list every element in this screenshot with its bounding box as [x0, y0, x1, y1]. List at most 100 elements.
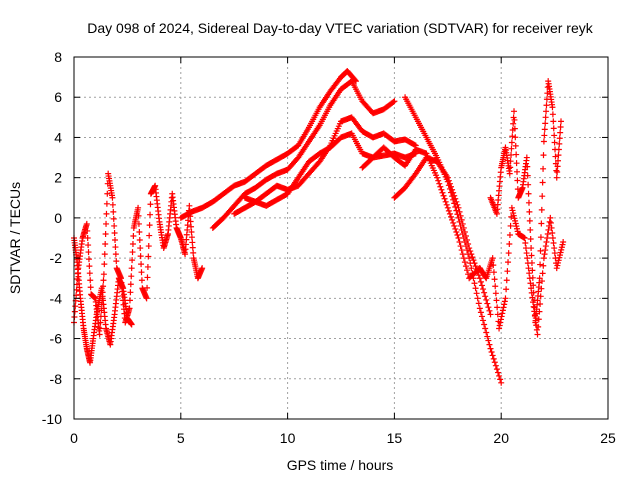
y-tick-label: 0: [54, 210, 62, 226]
data-point-interp: [527, 236, 534, 243]
data-point-interp: [537, 234, 544, 241]
data-point-interp: [460, 255, 467, 262]
data-points: [71, 68, 567, 386]
data-point-interp: [494, 304, 501, 311]
data-point-interp: [490, 355, 497, 362]
data-point-interp: [462, 232, 469, 239]
data-point-interp: [482, 293, 489, 300]
data-point: [487, 345, 494, 352]
data-point-interp: [477, 278, 484, 285]
data-point-interp: [144, 284, 151, 291]
data-point-interp: [435, 177, 442, 184]
data-point: [135, 204, 142, 211]
data-point-interp: [454, 201, 461, 208]
data-point-interp: [513, 223, 520, 230]
data-point-interp: [499, 310, 506, 317]
data-point-interp: [467, 248, 474, 255]
data-point-interp: [556, 135, 563, 142]
data-point-interp: [482, 325, 489, 332]
data-point-interp: [461, 228, 468, 235]
data-point-interp: [471, 260, 478, 267]
data-point: [558, 118, 565, 125]
y-tick-label: -4: [50, 290, 63, 306]
data-point-interp: [491, 359, 498, 366]
data-point-interp: [494, 311, 501, 318]
data-point-interp: [508, 151, 515, 158]
data-point-interp: [129, 257, 136, 264]
data-point-interp: [549, 229, 556, 236]
data-point-interp: [524, 163, 531, 170]
data-point: [508, 204, 515, 211]
data-point-interp: [510, 210, 517, 217]
data-point-interp: [130, 232, 137, 239]
data-point-interp: [97, 325, 104, 332]
data-point-interp: [555, 157, 562, 164]
data-point-interp: [112, 251, 119, 258]
data-point-interp: [548, 224, 555, 231]
data-point-interp: [556, 254, 563, 261]
data-point-interp: [512, 134, 519, 141]
data-point-interp: [537, 293, 544, 300]
data-point-interp: [512, 220, 519, 227]
y-tick-label: -2: [50, 250, 63, 266]
data-point: [83, 220, 90, 227]
data-point-interp: [503, 277, 510, 284]
data-point: [391, 98, 398, 105]
data-point-interp: [462, 263, 469, 270]
data-point-interp: [445, 207, 452, 214]
data-point-interp: [500, 304, 507, 311]
data-point: [547, 214, 554, 221]
data-point: [96, 331, 103, 338]
data-point-interp: [442, 198, 449, 205]
data-point-interp: [508, 145, 515, 152]
data-point-interp: [480, 317, 487, 324]
data-point-interp: [555, 152, 562, 159]
data-point-interp: [526, 275, 533, 282]
data-point-interp: [478, 282, 485, 289]
data-point-interp: [511, 125, 518, 132]
data-point-interp: [449, 216, 456, 223]
data-point-interp: [551, 245, 558, 252]
data-point-interp: [128, 273, 135, 280]
x-tick-label: 20: [493, 430, 509, 446]
data-point-interp: [529, 294, 536, 301]
data-point-interp: [464, 267, 471, 274]
data-point-interp: [489, 352, 496, 359]
data-point: [128, 321, 135, 328]
data-point-interp: [530, 303, 537, 310]
data-point-interp: [511, 215, 518, 222]
data-point-interp: [438, 186, 445, 193]
data-point-interp: [468, 265, 475, 272]
data-point-interp: [524, 260, 531, 267]
data-point-interp: [456, 239, 463, 246]
data-point-interp: [543, 239, 550, 246]
data-point-interp: [557, 123, 564, 130]
y-tick-label: 6: [54, 89, 62, 105]
y-tick-label: 4: [54, 129, 62, 145]
data-point-interp: [543, 108, 550, 115]
data-point-interp: [484, 300, 491, 307]
x-tick-label: 15: [387, 430, 403, 446]
data-point-interp: [145, 253, 152, 260]
data-point-interp: [535, 316, 542, 323]
data-point-interp: [84, 227, 91, 234]
data-point-interp: [547, 219, 554, 226]
data-point: [502, 295, 509, 302]
data-point-interp: [554, 169, 561, 176]
data-point-interp: [539, 193, 546, 200]
data-point-interp: [465, 271, 472, 278]
data-point-interp: [524, 172, 531, 179]
data-point-interp: [506, 231, 513, 238]
data-point-interp: [485, 337, 492, 344]
y-tick-label: 8: [54, 49, 62, 65]
data-point-interp: [103, 200, 110, 207]
data-point-interp: [541, 126, 548, 133]
data-point-interp: [510, 212, 517, 219]
data-point-interp: [137, 253, 144, 260]
data-point-interp: [538, 285, 545, 292]
data-point-interp: [493, 297, 500, 304]
data-point-interp: [506, 241, 513, 248]
data-point-interp: [482, 274, 489, 281]
data-point-interp: [522, 245, 529, 252]
data-point-interp: [460, 224, 467, 231]
